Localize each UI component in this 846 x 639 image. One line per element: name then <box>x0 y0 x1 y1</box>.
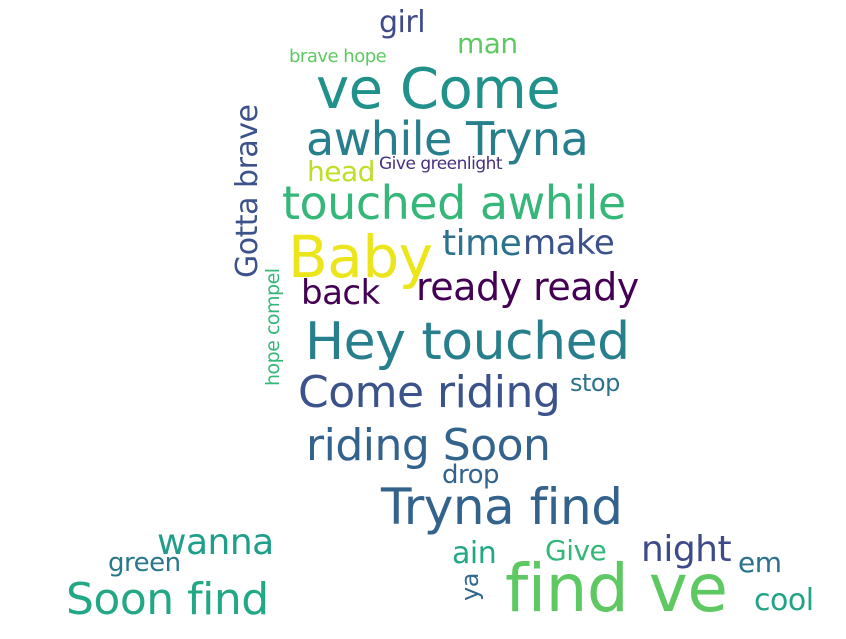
word-ain: ain <box>452 536 497 571</box>
word-awhile-tryna: awhile Tryna <box>306 112 589 166</box>
word-hope-compel: hope compel <box>262 268 284 386</box>
word-night: night <box>641 529 732 570</box>
word-back: back <box>301 273 380 313</box>
word-green: green <box>108 548 181 578</box>
word-head: head <box>307 155 375 188</box>
word-girl: girl <box>379 5 426 40</box>
word-ya: ya <box>456 573 484 601</box>
word-man: man <box>457 27 518 60</box>
word-cool: cool <box>754 583 814 618</box>
word-come-riding: Come riding <box>298 367 561 418</box>
word-baby: Baby <box>288 223 433 291</box>
word-riding-soon: riding Soon <box>306 420 551 471</box>
word-drop: drop <box>442 460 500 490</box>
word-wanna: wanna <box>157 522 274 563</box>
word-time: time <box>442 223 522 264</box>
word-make: make <box>523 223 615 263</box>
word-find-ve: find ve <box>505 550 728 627</box>
word-touched-awhile: touched awhile <box>282 176 626 230</box>
word-tryna-find: Tryna find <box>381 478 623 536</box>
word-em: em <box>738 546 782 579</box>
word-hey-touched: Hey touched <box>305 312 630 372</box>
word-ready-ready: ready ready <box>416 265 639 309</box>
word-give-greenlight: Give greenlight <box>379 154 503 174</box>
word-ve-come: ve Come <box>316 57 561 122</box>
word-stop: stop <box>570 369 620 397</box>
word-soon-find: Soon find <box>66 574 269 625</box>
word-brave-hope: brave hope <box>289 46 387 67</box>
word-give: Give <box>545 534 607 567</box>
word-gotta-brave: Gotta brave <box>230 104 265 278</box>
